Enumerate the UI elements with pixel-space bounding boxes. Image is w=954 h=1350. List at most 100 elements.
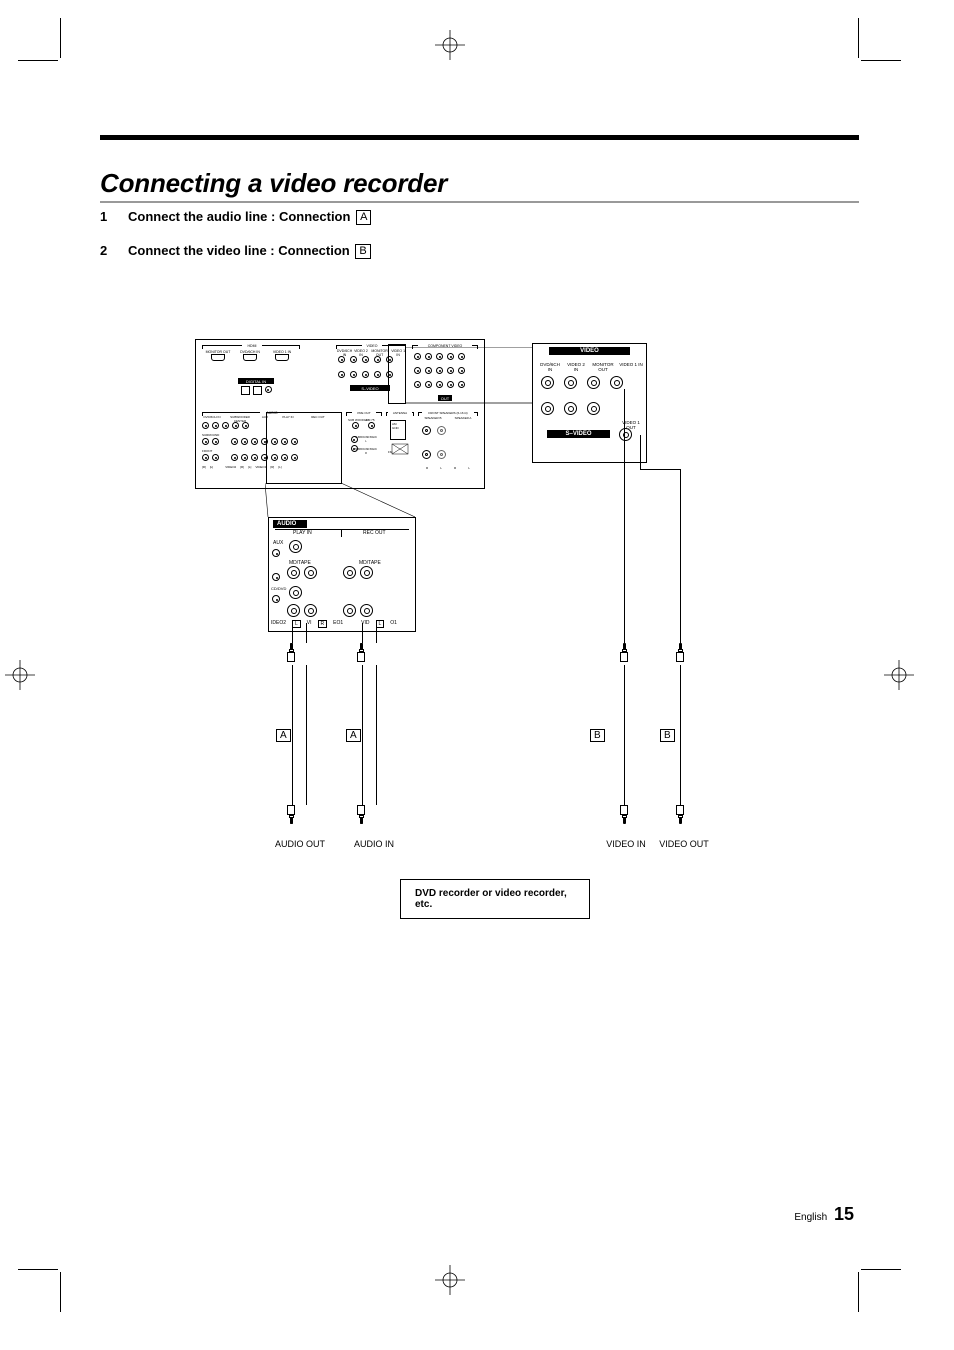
rca-jack-icon bbox=[619, 428, 632, 441]
rca-jack-icon bbox=[362, 356, 369, 363]
step-number: 2 bbox=[100, 243, 112, 259]
crop-mark bbox=[861, 1269, 901, 1270]
rca-jack-icon bbox=[241, 438, 248, 445]
page-title: Connecting a video recorder bbox=[100, 168, 859, 199]
ref-box: A bbox=[346, 729, 361, 742]
crop-mark bbox=[60, 1272, 61, 1312]
svideo-jack-icon bbox=[541, 402, 554, 415]
rca-jack-icon bbox=[304, 566, 317, 579]
crop-mark bbox=[60, 18, 61, 58]
crop-mark bbox=[861, 60, 901, 61]
coax-port-icon bbox=[265, 386, 272, 393]
rca-jack-icon bbox=[287, 566, 300, 579]
rca-jack-icon bbox=[541, 376, 554, 389]
crop-mark bbox=[858, 18, 859, 58]
rca-jack-icon bbox=[212, 454, 219, 461]
rca-jack-icon bbox=[231, 454, 238, 461]
label-video: VIDEO bbox=[549, 347, 630, 355]
optical-port-icon bbox=[253, 386, 262, 395]
footer-lang: English bbox=[794, 1212, 827, 1223]
label-svideo: S–VIDEO bbox=[547, 430, 610, 438]
rca-jack-icon bbox=[212, 438, 219, 445]
rca-jack-icon bbox=[289, 540, 302, 553]
registration-mark-icon bbox=[5, 660, 35, 690]
speaker-terminal-icon bbox=[437, 426, 446, 435]
rca-plug-icon bbox=[675, 643, 685, 662]
connection-diagram: HDMI MONITOR OUT DVD/6CH IN VIDEO 1 IN D… bbox=[100, 339, 859, 1019]
ref-box: B bbox=[660, 729, 675, 742]
highlight-audio bbox=[266, 412, 342, 484]
svideo-jack-icon bbox=[338, 371, 345, 378]
rca-plug-icon bbox=[675, 805, 685, 824]
content-area: Connecting a video recorder 1 Connect th… bbox=[100, 135, 859, 1019]
label-audio-in: AUDIO IN bbox=[344, 839, 404, 849]
label-digital-in: DIGITAL IN bbox=[238, 378, 274, 384]
page: Connecting a video recorder 1 Connect th… bbox=[0, 0, 954, 1350]
rule-thick bbox=[100, 135, 859, 140]
registration-mark-icon bbox=[884, 660, 914, 690]
svideo-jack-icon bbox=[587, 402, 600, 415]
svideo-jack-icon bbox=[362, 371, 369, 378]
rule-thin bbox=[100, 201, 859, 203]
rca-jack-icon bbox=[343, 604, 356, 617]
rca-plug-icon bbox=[619, 643, 629, 662]
ref-box: B bbox=[590, 729, 605, 742]
step-1: 1 Connect the audio line : Connection A bbox=[100, 209, 859, 225]
speaker-terminal-icon bbox=[437, 450, 446, 459]
crop-mark bbox=[18, 60, 58, 61]
rca-jack-icon bbox=[289, 586, 302, 599]
footer-page: 15 bbox=[834, 1204, 854, 1224]
step-number: 1 bbox=[100, 209, 112, 225]
rca-jack-icon bbox=[374, 356, 381, 363]
rca-jack-icon bbox=[251, 454, 258, 461]
optical-port-icon bbox=[241, 386, 250, 395]
rca-jack-icon bbox=[352, 422, 359, 429]
rca-jack-icon bbox=[251, 438, 258, 445]
svideo-jack-icon bbox=[374, 371, 381, 378]
rca-jack-icon bbox=[564, 376, 577, 389]
rca-jack-icon bbox=[587, 376, 600, 389]
device-box: DVD recorder or video recorder, etc. bbox=[400, 879, 590, 919]
step-text: Connect the video line : Connection B bbox=[128, 243, 371, 259]
crop-mark bbox=[18, 1269, 58, 1270]
rca-jack-icon bbox=[272, 549, 280, 557]
ref-box: B bbox=[355, 244, 370, 259]
label-video-in: VIDEO IN bbox=[598, 839, 654, 849]
registration-mark-icon bbox=[435, 1265, 465, 1295]
hdmi-port-icon bbox=[243, 354, 257, 361]
rca-plug-icon bbox=[619, 805, 629, 824]
svideo-jack-icon bbox=[350, 371, 357, 378]
zoom-audio-panel: AUDIO PLAY IN REC OUT AUX MD/TAPE MD/TAP… bbox=[268, 517, 416, 632]
label-svideo: S–VIDEO bbox=[350, 385, 390, 391]
step-text: Connect the audio line : Connection A bbox=[128, 209, 371, 225]
rca-jack-icon bbox=[287, 604, 300, 617]
rca-jack-icon bbox=[304, 604, 317, 617]
speaker-terminal-icon bbox=[422, 426, 431, 435]
page-footer: English 15 bbox=[794, 1204, 854, 1225]
label-hdmi: HDMI bbox=[242, 344, 262, 348]
coax-port-icon bbox=[368, 422, 375, 429]
ref-box: A bbox=[356, 210, 371, 225]
rca-jack-icon bbox=[360, 566, 373, 579]
label-audio-out: AUDIO OUT bbox=[270, 839, 330, 849]
speaker-terminal-icon bbox=[422, 450, 431, 459]
rca-jack-icon bbox=[350, 356, 357, 363]
rca-jack-icon bbox=[338, 356, 345, 363]
label-audio: AUDIO bbox=[273, 520, 307, 528]
crop-mark bbox=[858, 1272, 859, 1312]
rca-jack-icon bbox=[343, 566, 356, 579]
rca-jack-icon bbox=[610, 376, 623, 389]
rca-jack-icon bbox=[272, 595, 280, 603]
rca-jack-icon bbox=[231, 438, 238, 445]
rca-jack-icon bbox=[232, 422, 239, 429]
registration-mark-icon bbox=[435, 30, 465, 60]
rca-jack-icon bbox=[242, 422, 249, 429]
rca-jack-icon bbox=[212, 422, 219, 429]
svideo-jack-icon bbox=[564, 402, 577, 415]
leader-lines bbox=[405, 347, 535, 407]
rca-jack-icon bbox=[360, 604, 373, 617]
zoom-video-panel: VIDEO DVD/6CH IN VIDEO 2 IN MONITOR OUT … bbox=[532, 343, 647, 463]
rca-jack-icon bbox=[222, 422, 229, 429]
hdmi-port-icon bbox=[211, 354, 225, 361]
rca-jack-icon bbox=[202, 454, 209, 461]
